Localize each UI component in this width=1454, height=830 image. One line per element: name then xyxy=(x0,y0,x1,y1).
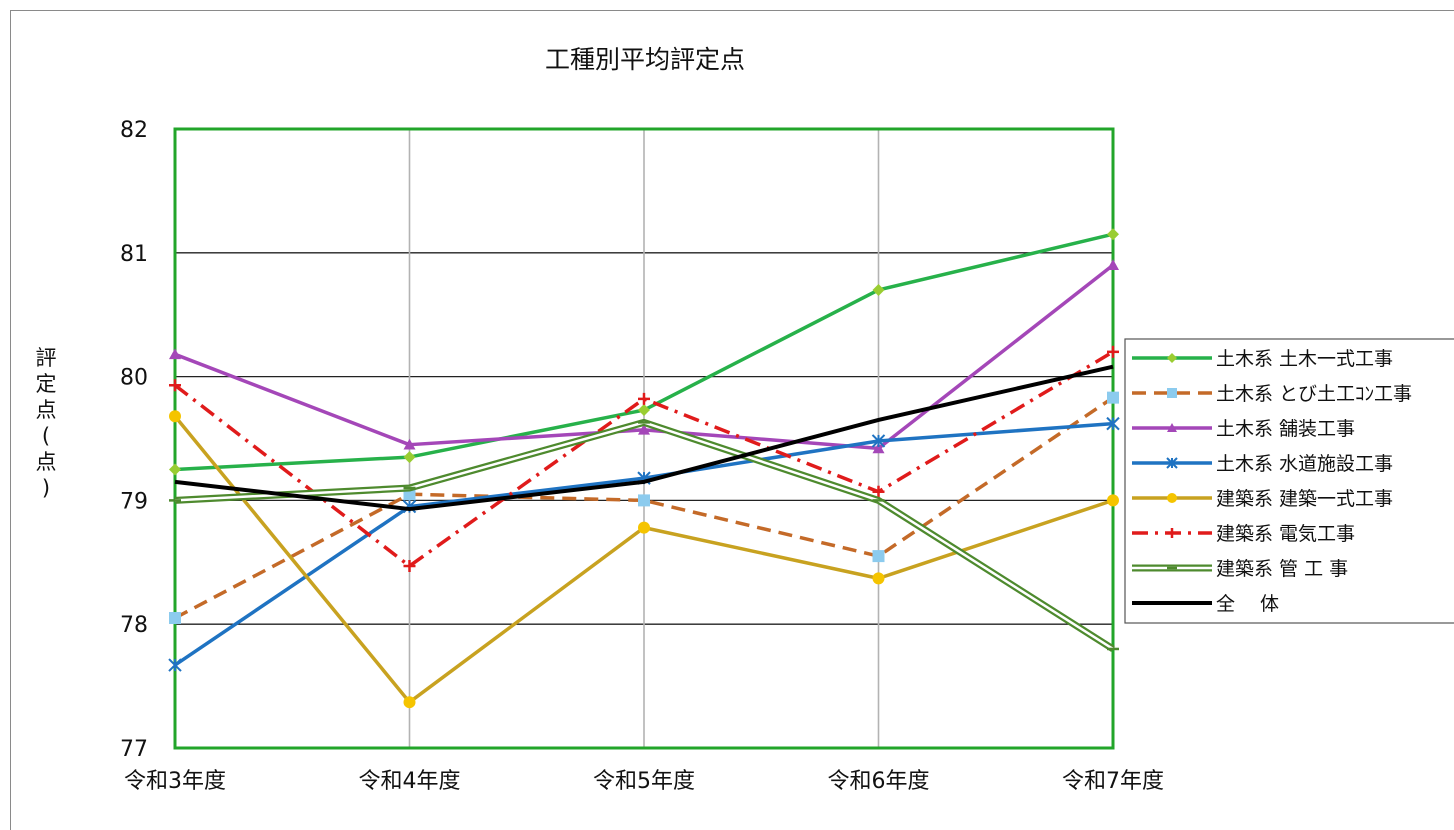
legend-box xyxy=(1124,338,1454,624)
legend-label: 全 体 xyxy=(1216,593,1279,615)
data-point xyxy=(1107,228,1119,241)
y-tick-label: 80 xyxy=(120,366,148,391)
y-axis-label-char: 点 xyxy=(36,450,57,474)
legend-item: 土木系 とび土工ｺﾝ工事 xyxy=(1132,383,1412,405)
legend-label: 建築系 電気工事 xyxy=(1216,523,1355,545)
data-point xyxy=(872,283,885,296)
y-tick-label: 79 xyxy=(120,489,148,514)
data-point xyxy=(403,560,416,573)
series-0 xyxy=(169,228,1119,476)
data-point xyxy=(169,463,181,476)
x-tick-label: 令和3年度 xyxy=(124,769,226,794)
legend-item: 土木系 舗装工事 xyxy=(1132,418,1355,440)
series-line xyxy=(174,396,1114,620)
y-tick-label: 81 xyxy=(120,242,148,267)
grid xyxy=(175,129,1113,748)
data-point xyxy=(638,521,650,534)
series-6 xyxy=(169,418,1119,652)
legend-label: 建築系 建築一式工事 xyxy=(1216,488,1393,510)
data-point xyxy=(403,438,416,450)
y-tick-label: 82 xyxy=(120,118,148,143)
data-point xyxy=(872,485,885,498)
series-5 xyxy=(169,345,1119,573)
data-point xyxy=(1167,423,1177,432)
data-point xyxy=(871,434,886,448)
data-point xyxy=(1167,353,1177,363)
data-point xyxy=(638,423,650,435)
y-tick-label: 78 xyxy=(120,613,148,638)
data-point xyxy=(1166,457,1178,469)
data-point xyxy=(1167,493,1177,503)
y-tick-label: 77 xyxy=(120,737,148,762)
data-point xyxy=(638,494,650,507)
data-point xyxy=(638,392,650,405)
data-point xyxy=(1167,388,1177,398)
data-point xyxy=(403,696,416,709)
plot-area-border xyxy=(173,127,1115,750)
legend-item: 土木系 土木一式工事 xyxy=(1132,348,1393,370)
y-axis-label-text: 評定点(点) xyxy=(36,346,57,500)
series-2 xyxy=(169,259,1119,454)
data-point xyxy=(1167,528,1177,538)
data-point xyxy=(872,442,885,454)
data-point xyxy=(169,410,181,423)
axes: 77 78 79 80 81 82 令和3年度 令和4年度 令和5年度 令和6年度 令和7年度 xyxy=(120,118,1164,794)
legend-item: 全 体 xyxy=(1132,593,1279,615)
data-point xyxy=(1107,494,1119,507)
legend-label: 土木系 とび土工ｺﾝ工事 xyxy=(1216,383,1412,405)
legend-item: 土木系 水道施設工事 xyxy=(1132,453,1393,475)
data-point xyxy=(1107,391,1119,404)
chart-title: 工種別平均評定点 xyxy=(545,45,745,74)
data-point xyxy=(169,612,181,625)
data-point xyxy=(638,404,650,417)
y-axis-label-char: 評 xyxy=(36,346,57,370)
data-point xyxy=(169,379,181,392)
series-1 xyxy=(169,391,1119,625)
data-point xyxy=(1107,259,1119,270)
legend-label: 土木系 舗装工事 xyxy=(1216,418,1355,440)
x-tick-label: 令和7年度 xyxy=(1062,769,1164,794)
data-point xyxy=(1107,345,1119,358)
data-point xyxy=(168,658,182,672)
chart-frame xyxy=(10,10,1454,830)
x-tick-label: 令和4年度 xyxy=(359,769,461,794)
data-point xyxy=(872,550,885,563)
legend-label: 土木系 土木一式工事 xyxy=(1216,348,1393,370)
y-axis-label-char: ) xyxy=(42,476,50,500)
legend-label: 土木系 水道施設工事 xyxy=(1216,453,1393,475)
legend-item: 建築系 建築一式工事 xyxy=(1132,488,1393,510)
y-axis-label-char: 定 xyxy=(36,372,57,396)
data-point xyxy=(403,451,416,464)
legend-label: 建築系 管 工 事 xyxy=(1216,558,1348,580)
y-axis-label: 評定点(点) xyxy=(36,346,57,500)
x-tick-label: 令和5年度 xyxy=(593,769,695,794)
series-line xyxy=(174,364,1114,512)
y-axis-label-char: ( xyxy=(42,424,50,448)
series-7 xyxy=(174,364,1114,512)
data-point xyxy=(872,572,885,585)
data-point xyxy=(1106,416,1120,431)
data-point xyxy=(169,348,181,360)
y-axis-label-char: 点 xyxy=(36,398,57,422)
legend-item: 建築系 電気工事 xyxy=(1132,523,1355,545)
x-tick-label: 令和6年度 xyxy=(828,769,930,794)
legend-item: 建築系 管 工 事 xyxy=(1132,558,1348,580)
series-lines xyxy=(168,228,1120,709)
